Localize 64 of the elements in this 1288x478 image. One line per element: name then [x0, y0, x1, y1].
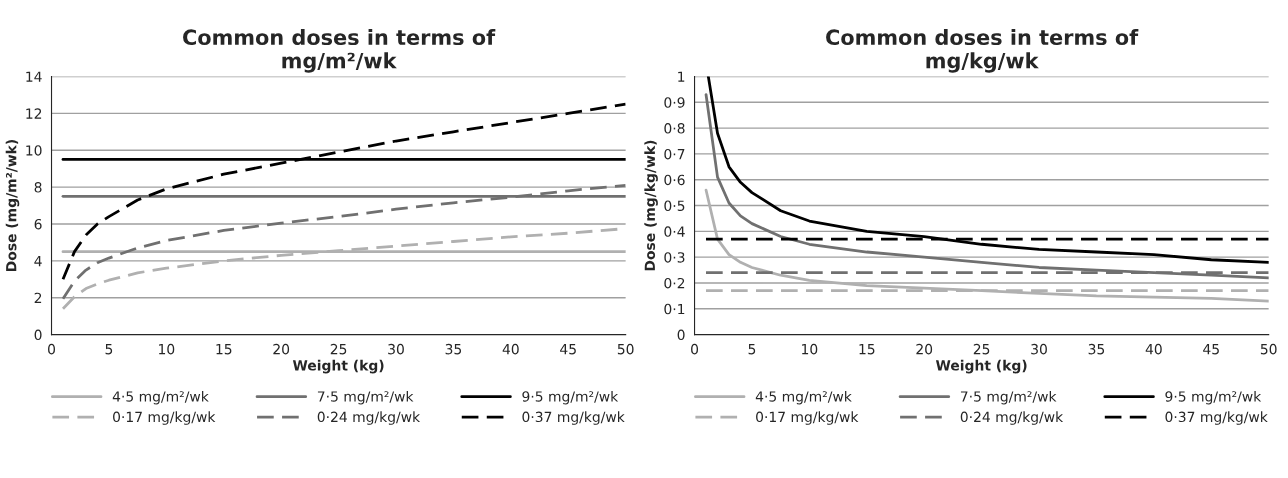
legend-label: 7·5 mg/m²/wk: [960, 390, 1057, 405]
line-series: [61, 183, 626, 301]
y-tick-label: 8: [34, 182, 42, 193]
x-axis-title: Weight (kg): [935, 359, 1027, 374]
legend-label: 4·5 mg/m²/wk: [755, 390, 852, 405]
x-axis-title: Weight (kg): [292, 359, 384, 374]
legend-label: 0·24 mg/kg/wk: [960, 411, 1064, 425]
legend-label: 0·37 mg/kg/wk: [522, 411, 625, 425]
x-tick-label: 0: [691, 343, 699, 355]
x-tick-label: 0: [48, 343, 56, 355]
y-tick-label: 6: [34, 218, 42, 230]
x-tick-label: 25: [330, 343, 347, 355]
legend-label: 4·5 mg/m²/wk: [112, 390, 209, 405]
y-tick-label: 14: [26, 71, 42, 82]
y-tick-label: 4: [34, 256, 42, 267]
line-series: [704, 188, 1269, 303]
x-tick-label: 20: [273, 343, 290, 355]
x-tick-label: 10: [159, 343, 175, 355]
line-series: [61, 102, 626, 281]
x-tick-label: 50: [1260, 343, 1277, 355]
y-tick-label: 0·4: [664, 226, 685, 237]
x-tick-label: 5: [105, 344, 113, 355]
x-tick-label: 25: [973, 343, 990, 355]
y-tick-label: 0·5: [664, 200, 685, 212]
x-tick-label: 45: [560, 344, 576, 355]
x-tick-label: 10: [802, 343, 818, 355]
y-tick-label: 10: [26, 145, 42, 156]
legend-label: 9·5 mg/m²/wk: [522, 390, 619, 405]
legend-label: 7·5 mg/m²/wk: [317, 390, 414, 405]
y-tick-label: 12: [26, 108, 42, 119]
chart-title: Common doses in terms of mg/m²/wk: [183, 28, 496, 73]
legend-label: 0·17 mg/kg/wk: [113, 411, 216, 425]
x-tick-label: 40: [1145, 343, 1162, 355]
y-axis-title: Dose (mg/kg/wk): [644, 140, 658, 271]
line-series: [706, 76, 1269, 264]
x-tick-label: 20: [916, 343, 933, 355]
x-tick-label: 40: [502, 343, 519, 355]
x-tick-label: 30: [1031, 343, 1047, 355]
line-series: [704, 93, 1269, 280]
y-tick-label: 0: [34, 329, 42, 341]
y-tick-label: 0·1: [664, 303, 685, 315]
x-tick-label: 50: [617, 343, 634, 355]
x-tick-label: 45: [1203, 344, 1219, 355]
y-axis-title: Dose (mg/m²/wk): [5, 140, 20, 271]
y-tick-label: 0: [677, 329, 685, 341]
x-tick-label: 35: [445, 343, 462, 355]
y-tick-label: 0·9: [664, 97, 685, 108]
y-tick-label: 0·3: [664, 252, 685, 263]
legend-label: 9·5 mg/m²/wk: [1165, 390, 1262, 405]
legend-label: 0·37 mg/kg/wk: [1165, 411, 1268, 425]
x-tick-label: 15: [216, 344, 232, 355]
y-tick-label: 2: [34, 292, 42, 303]
y-tick-label: 0·2: [664, 277, 685, 289]
x-tick-label: 15: [859, 344, 875, 355]
x-tick-label: 35: [1088, 343, 1105, 355]
chart-title: Common doses in terms of mg/kg/wk: [826, 28, 1139, 73]
x-tick-label: 5: [748, 344, 756, 355]
legend-label: 0·17 mg/kg/wk: [756, 411, 859, 425]
y-tick-label: 1: [678, 71, 685, 82]
legend-label: 0·24 mg/kg/wk: [317, 411, 421, 425]
y-tick-label: 0·8: [664, 123, 685, 134]
y-tick-label: 0·6: [664, 174, 685, 186]
y-tick-label: 0·7: [664, 148, 685, 160]
x-tick-label: 30: [388, 343, 404, 355]
